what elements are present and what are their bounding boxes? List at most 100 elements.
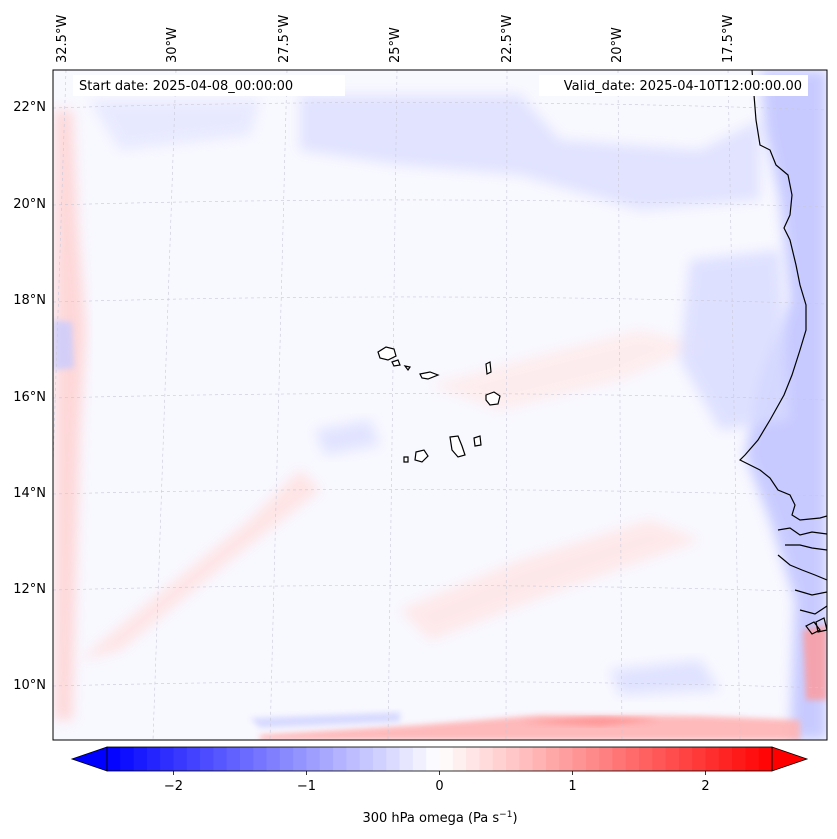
colorbar-segment <box>545 747 560 771</box>
island-maio <box>473 435 482 447</box>
colorbar-segment <box>399 747 414 771</box>
lon-label: 27.5°W <box>277 15 292 63</box>
colorbar-tick-label: −2 <box>164 779 183 794</box>
colorbar-segment <box>732 747 746 771</box>
island-santiago <box>449 435 466 458</box>
colorbar-ticks: −2 −1 0 1 2 <box>164 771 710 794</box>
field-south-negative-band <box>250 712 400 728</box>
coastline <box>738 70 827 635</box>
colorbar-segment <box>625 747 640 771</box>
lon-label: 22.5°W <box>500 15 515 63</box>
colorbar-min-arrow <box>70 746 108 772</box>
lon-label: 30°W <box>165 27 180 63</box>
colorbar-segment <box>519 747 534 771</box>
date-labels: Start date: 2025-04-08_00:00:00 Valid_da… <box>73 75 808 96</box>
longitude-labels: 32.5°W 30°W 27.5°W 25°W 22.5°W 20°W 17.5… <box>55 15 736 63</box>
colorbar-segment <box>479 747 494 771</box>
lat-label: 14°N <box>13 486 46 501</box>
lon-label: 25°W <box>388 27 403 63</box>
island-sao-nicolau <box>419 371 440 380</box>
colorbar-segment <box>678 747 693 771</box>
island-santa-luzia <box>403 365 411 372</box>
field-north-negative <box>300 95 760 210</box>
colorbar: −2 −1 0 1 2 300 hPa omega (Pa s−1) <box>70 746 809 826</box>
colorbar-segment <box>120 747 135 771</box>
colorbar-tick-label: 1 <box>568 779 576 794</box>
map-panel <box>53 70 827 740</box>
colorbar-segment <box>186 747 201 771</box>
colorbar-segment <box>333 747 347 771</box>
colorbar-segment <box>559 747 573 771</box>
colorbar-segment <box>532 747 547 771</box>
colorbar-segment <box>253 747 268 771</box>
colorbar-segment <box>599 747 613 771</box>
field-south-positive-core <box>520 717 660 726</box>
map-frame <box>52 69 828 741</box>
lat-label: 20°N <box>13 197 46 212</box>
colorbar-segment <box>492 747 507 771</box>
valid-date-label: Valid_date: 2025-04-10T12:00:00.00 <box>564 79 802 94</box>
lon-label: 32.5°W <box>55 15 70 63</box>
island-sao-vicente <box>391 359 401 367</box>
lon-label: 17.5°W <box>721 15 736 63</box>
field-south-negative <box>610 660 720 695</box>
island-santo-antao <box>377 346 397 361</box>
colorbar-segment <box>426 747 440 771</box>
colorbar-segment <box>412 747 427 771</box>
colorbar-segments <box>107 747 773 771</box>
island-sal <box>485 361 492 375</box>
colorbar-segment <box>133 747 148 771</box>
colorbar-segment <box>359 747 374 771</box>
colorbar-segment <box>293 747 307 771</box>
island-boa-vista <box>485 391 501 406</box>
colorbar-segment <box>612 747 627 771</box>
colorbar-segment <box>173 747 188 771</box>
west-africa-coast <box>738 70 827 521</box>
colorbar-segment <box>718 747 733 771</box>
start-date-label: Start date: 2025-04-08_00:00:00 <box>79 79 293 94</box>
colorbar-tick-label: 2 <box>701 779 709 794</box>
lon-label: 20°W <box>610 27 625 63</box>
start-date-box <box>73 75 345 96</box>
colorbar-segment <box>266 747 281 771</box>
colorbar-segment <box>160 747 174 771</box>
colorbar-segment <box>466 747 480 771</box>
colorbar-segment <box>665 747 680 771</box>
colorbar-segment <box>439 747 454 771</box>
omega-field <box>53 70 827 740</box>
field-central-negative <box>315 420 380 455</box>
colorbar-segment <box>652 747 667 771</box>
field-south-positive-band <box>260 715 800 740</box>
colorbar-segment <box>386 747 401 771</box>
colorbar-segment <box>572 747 587 771</box>
colorbar-max-arrow <box>771 746 809 772</box>
colorbar-segment <box>692 747 706 771</box>
colorbar-segment <box>452 747 467 771</box>
colorbar-segment <box>639 747 653 771</box>
bijagos-islands <box>805 617 827 635</box>
colorbar-segment <box>506 747 520 771</box>
colorbar-segment <box>373 747 387 771</box>
colorbar-tick-label: −1 <box>297 779 316 794</box>
lat-label: 16°N <box>13 390 46 405</box>
latitude-labels: 22°N 20°N 18°N 16°N 14°N 12°N 10°N <box>13 100 46 693</box>
graticule <box>53 70 827 740</box>
colorbar-segment <box>240 747 254 771</box>
field-east-coast-negative <box>680 250 790 430</box>
field-diagonal-positive-2 <box>400 520 700 640</box>
field-southeast-positive <box>803 625 827 700</box>
lat-label: 10°N <box>13 678 46 693</box>
colorbar-tick-label: 0 <box>435 779 443 794</box>
lat-label: 12°N <box>13 582 46 597</box>
colorbar-segment <box>107 747 121 771</box>
colorbar-segment <box>319 747 334 771</box>
cape-verde-islands <box>377 346 501 463</box>
valid-date-box <box>539 75 808 96</box>
field-central-positive <box>430 330 700 410</box>
colorbar-segment <box>745 747 760 771</box>
colorbar-segment <box>306 747 321 771</box>
colorbar-segment <box>146 747 161 771</box>
colorbar-segment <box>213 747 228 771</box>
guinea-bissau-coast <box>777 554 827 615</box>
